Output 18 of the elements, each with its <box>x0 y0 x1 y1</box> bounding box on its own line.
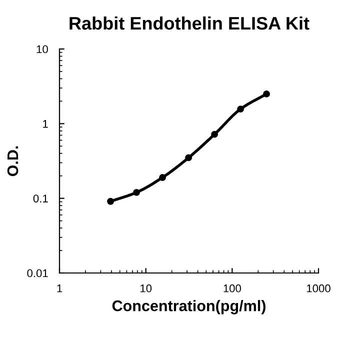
point <box>159 174 166 181</box>
point <box>185 154 192 162</box>
point <box>107 198 114 205</box>
x-tick-label: 1000 <box>306 284 330 292</box>
y-tick-label: 0.1 <box>33 194 48 202</box>
y-tick-label: 10 <box>36 45 48 54</box>
x-tick-label: 100 <box>224 284 241 292</box>
y-tick-label: 0.01 <box>27 269 48 278</box>
x-axis-title: Concentration(pg/ml) <box>112 300 266 314</box>
chart-title: Rabbit Endothelin ELISA Kit <box>70 16 310 30</box>
x-tick-label: 1 <box>57 284 62 292</box>
point <box>237 106 244 113</box>
x-tick-label: 10 <box>140 284 152 292</box>
point <box>133 188 140 196</box>
y-tick-label: 1 <box>43 120 48 128</box>
point <box>263 90 270 98</box>
y-axis-title: O.D. <box>7 146 18 176</box>
point <box>211 130 218 138</box>
